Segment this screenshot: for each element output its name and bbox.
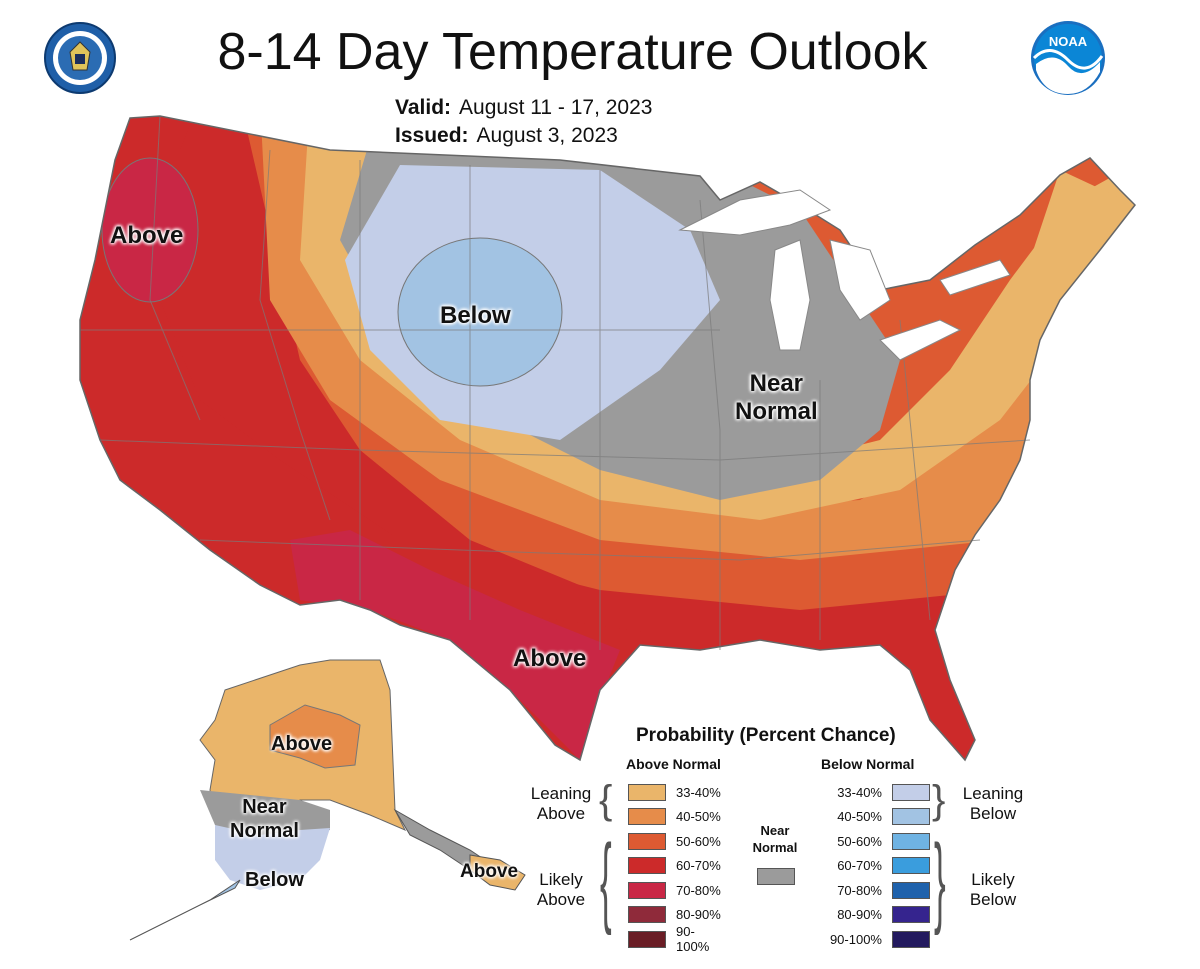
legend-below-swatch [892,783,930,801]
legend-above-row: 90-100% [628,924,728,954]
page-title: 8-14 Day Temperature Outlook [217,23,928,81]
commerce-seal-icon [44,22,116,94]
label-near-normal: Near Normal [735,370,818,425]
legend-leaning-above: Leaning Above [530,784,592,823]
legend-below-range: 40-50% [837,809,882,824]
legend-below-swatch [892,808,930,825]
legend-above-swatch [628,881,666,899]
brace-likely-above: { [600,824,612,936]
legend-above-row: 33-40% [628,783,728,801]
legend-leaning-below: Leaning Below [962,784,1024,823]
legend-below-range: 60-70% [837,858,882,873]
legend-likely-above: Likely Above [536,870,586,909]
legend-above-range: 70-80% [676,882,721,898]
svg-text:NOAA: NOAA [1049,34,1088,49]
legend-above-range: 80-90% [676,907,721,922]
noaa-logo-icon: NOAA [1031,21,1105,95]
legend-below-row: 60-70% [820,857,930,875]
legend-above-range: 90-100% [676,924,710,954]
issued-date: Issued: August 3, 2023 [395,124,618,147]
legend-above-row: 70-80% [628,881,728,899]
legend-below-range: 90-100% [829,931,882,947]
legend-below-row: 90-100% [820,930,930,948]
legend-above-swatch [628,857,666,874]
legend-above-swatch [628,783,666,801]
legend-above-range: 33-40% [676,784,721,800]
legend-below-row: 40-50% [820,808,930,826]
legend-above-row: 80-90% [628,906,728,924]
legend-above-header: Above Normal [626,756,721,772]
valid-dates: Valid: August 11 - 17, 2023 [395,96,653,119]
legend-title: Probability (Percent Chance) [636,725,896,746]
legend-below-row: 70-80% [820,881,930,899]
legend-above-swatch [628,808,666,825]
legend-below-header: Below Normal [821,756,915,772]
legend-above-range: 60-70% [676,858,721,873]
legend-above-row: 60-70% [628,857,728,875]
brace-likely-below: } [934,824,946,936]
legend-below-range: 33-40% [837,784,882,800]
legend-above-row: 40-50% [628,808,728,826]
label-alaska-panhandle-above: Above [460,861,519,882]
brace-leaning-above: { [599,778,613,822]
legend-below-range: 70-80% [837,882,882,898]
legend-below-row: 33-40% [820,783,930,801]
legend-above-swatch [628,930,666,948]
legend-below-row: 80-90% [820,906,930,924]
legend-near-normal-header: Near Normal [752,823,798,855]
legend-below-row: 50-60% [820,832,930,850]
legend-below-swatch [892,857,930,874]
brace-leaning-below: } [932,778,946,822]
label-alaska-near-normal: Near Normal [230,796,299,842]
label-below-north: Below [440,302,511,329]
legend-below-swatch [892,881,930,899]
legend-below-range: 50-60% [837,833,882,849]
label-alaska-below: Below [245,869,304,891]
legend-below-range: 80-90% [837,907,882,922]
legend-below-swatch [892,906,930,923]
label-above-northwest: Above [110,222,184,249]
legend-above-swatch [628,906,666,923]
legend-above-range: 40-50% [676,809,721,824]
legend-above-range: 50-60% [676,833,721,849]
legend-above-swatch [628,832,666,850]
label-above-south: Above [513,645,587,672]
legend-above-row: 50-60% [628,832,728,850]
legend-below-swatch [892,930,930,948]
legend-likely-below: Likely Below [969,870,1017,909]
legend-below-swatch [892,832,930,850]
legend-near-normal-swatch [757,868,795,885]
label-alaska-above: Above [271,733,333,755]
